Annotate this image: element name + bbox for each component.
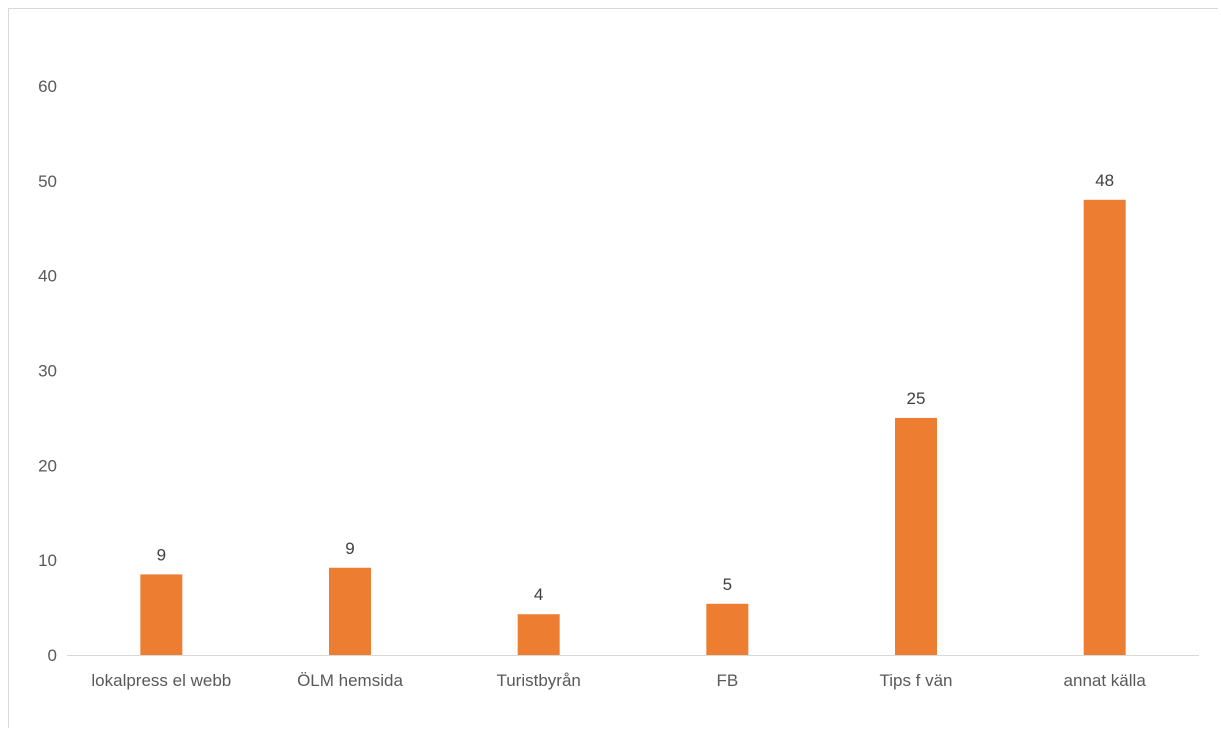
y-tick-label: 20 [38, 456, 57, 475]
y-tick-label: 0 [48, 646, 57, 665]
category-label: FB [716, 671, 738, 690]
category-label: Turistbyrån [496, 671, 580, 690]
y-axis-ticks: 0 10 20 30 40 50 60 [38, 77, 57, 665]
data-label: 48 [1095, 171, 1114, 190]
bar-5 [895, 418, 937, 655]
category-labels-group: lokalpress el webb ÖLM hemsida Turistbyrån… [91, 671, 1146, 690]
category-label: ÖLM hemsida [297, 671, 403, 690]
bar-4 [706, 604, 748, 655]
category-label: annat källa [1064, 671, 1147, 690]
y-tick-label: 30 [38, 362, 57, 381]
bars-group [140, 200, 1125, 655]
bar-1 [140, 574, 182, 655]
data-label: 5 [723, 575, 732, 594]
bar-3 [518, 614, 560, 655]
chart-frame: 0 10 20 30 40 50 60 9 9 4 5 25 48 lokalpress el web… [8, 8, 1218, 728]
bar-2 [329, 568, 371, 655]
y-tick-label: 40 [38, 267, 57, 286]
data-label: 9 [345, 539, 354, 558]
bar-6 [1084, 200, 1126, 655]
category-label: lokalpress el webb [91, 671, 231, 690]
y-tick-label: 50 [38, 172, 57, 191]
bar-chart: 0 10 20 30 40 50 60 9 9 4 5 25 48 lokalpress el web… [9, 9, 1219, 729]
y-tick-label: 60 [38, 77, 57, 96]
category-label: Tips f vän [879, 671, 952, 690]
y-tick-label: 10 [38, 551, 57, 570]
data-labels-group: 9 9 4 5 25 48 [157, 171, 1115, 604]
data-label: 25 [907, 389, 926, 408]
data-label: 9 [157, 545, 166, 564]
data-label: 4 [534, 585, 543, 604]
